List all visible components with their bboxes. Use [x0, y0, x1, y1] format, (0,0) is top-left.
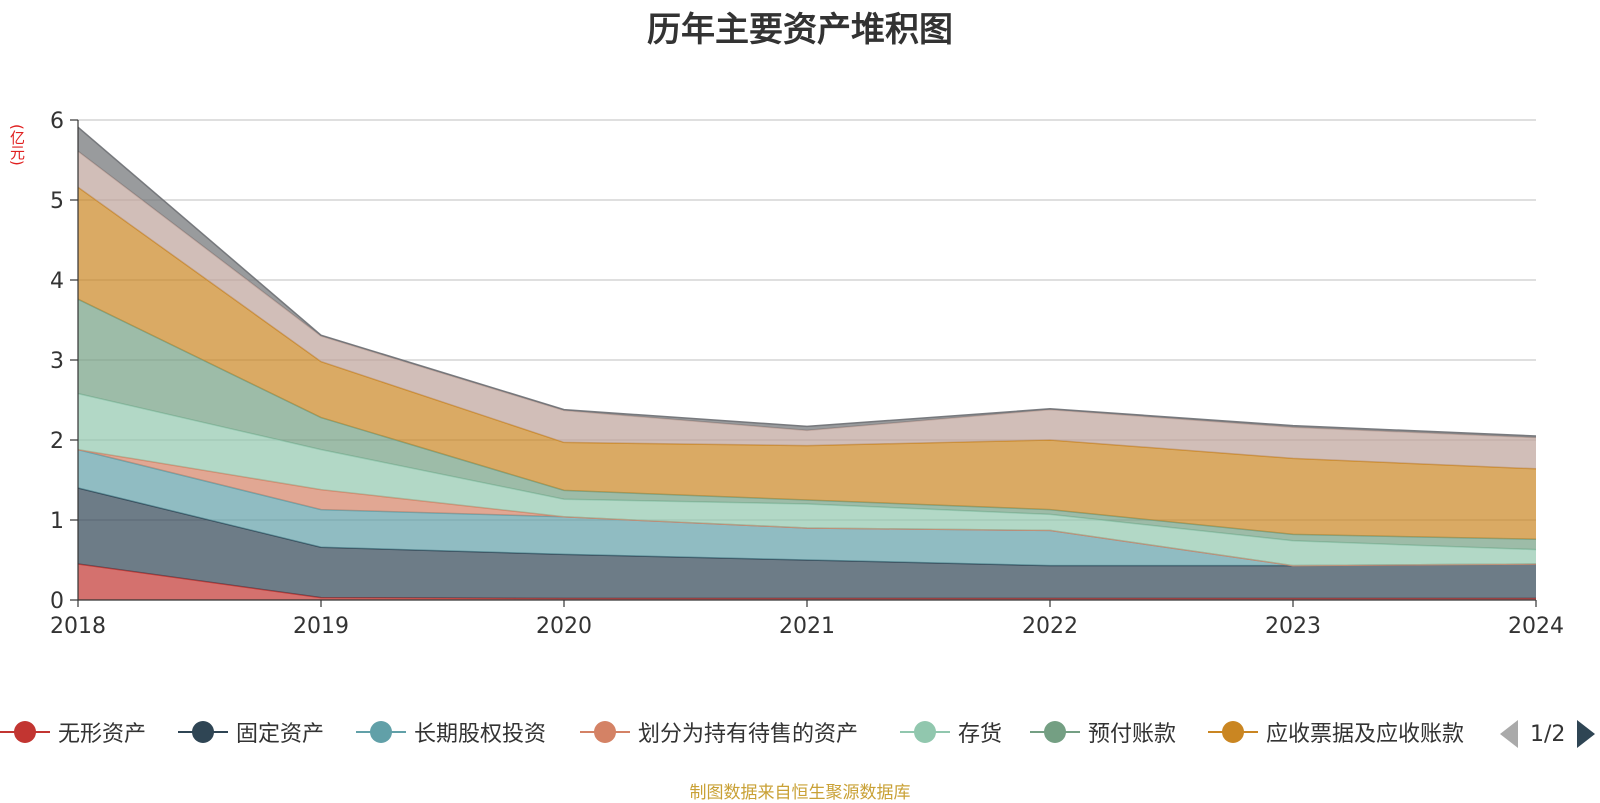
y-tick-label: 4: [50, 269, 64, 294]
legend-item[interactable]: 无形资产: [0, 712, 146, 752]
legend-item[interactable]: 划分为持有待售的资产: [580, 712, 858, 752]
x-tick-label: 2023: [1265, 614, 1321, 639]
legend: 无形资产 固定资产 长期股权投资 划分为持有待售的资产 存货 预付账款 应收票据及应收账款: [0, 712, 1600, 752]
y-tick-label: 1: [50, 509, 64, 534]
area-series-6[interactable]: [78, 187, 1536, 540]
legend-marker-icon: [356, 717, 406, 747]
legend-label: 划分为持有待售的资产: [638, 722, 859, 747]
legend-next-page-icon[interactable]: [1577, 720, 1596, 748]
x-tick-label: 2019: [293, 614, 349, 639]
legend-label: 无形资产: [58, 722, 147, 747]
source-note: 制图数据来自恒生聚源数据库: [689, 783, 911, 803]
legend-label: 应收票据及应收账款: [1266, 722, 1465, 747]
legend-marker-icon: [0, 717, 50, 747]
legend-marker-icon: [580, 717, 630, 747]
legend-label: 存货: [958, 722, 1003, 747]
legend-marker-icon: [1030, 717, 1080, 747]
area-series-4[interactable]: [78, 393, 1536, 566]
y-tick-label: 3: [50, 349, 64, 374]
legend-item[interactable]: 固定资产: [178, 712, 324, 752]
legend-label: 长期股权投资: [414, 722, 547, 747]
legend-marker-icon: [1208, 717, 1258, 747]
legend-label: 预付账款: [1088, 722, 1177, 747]
legend-item[interactable]: 存货: [900, 712, 1002, 752]
area-series-layer: [77, 126, 1537, 600]
area-series-line-8: [77, 126, 1537, 437]
y-tick-label: 2: [50, 429, 64, 454]
x-tick-label: 2020: [536, 614, 592, 639]
y-tick-label: 6: [50, 109, 64, 134]
area-series-2[interactable]: [78, 449, 1536, 566]
legend-marker-icon: [178, 717, 228, 747]
y-tick-label: 0: [50, 589, 64, 614]
axes: 0 1 2 3 4 5 6 2018 2019 2020 2021 2022 2023 2024: [50, 109, 1564, 639]
chart-title: 历年主要资产堆积图: [647, 10, 953, 50]
x-tick-label: 2022: [1022, 614, 1078, 639]
legend-item[interactable]: 预付账款: [1030, 712, 1176, 752]
legend-page-indicator: 1/2: [1530, 721, 1566, 747]
x-tick-label: 2018: [50, 614, 106, 639]
x-tick-label: 2021: [779, 614, 835, 639]
legend-marker-icon: [900, 717, 950, 747]
legend-pager: 1/2: [1500, 716, 1596, 752]
area-series-1[interactable]: [78, 488, 1536, 599]
legend-label: 固定资产: [236, 722, 325, 747]
area-series-0[interactable]: [78, 564, 1536, 600]
x-tick-label: 2024: [1508, 614, 1564, 639]
area-series-3[interactable]: [78, 449, 1536, 566]
y-tick-label: 5: [50, 189, 64, 214]
legend-item[interactable]: 应收票据及应收账款: [1208, 712, 1464, 752]
area-series-7[interactable]: [78, 151, 1536, 469]
legend-prev-page-icon[interactable]: [1500, 720, 1518, 748]
y-axis-unit-label: (亿元): [8, 124, 26, 166]
legend-item[interactable]: 长期股权投资: [356, 712, 546, 752]
